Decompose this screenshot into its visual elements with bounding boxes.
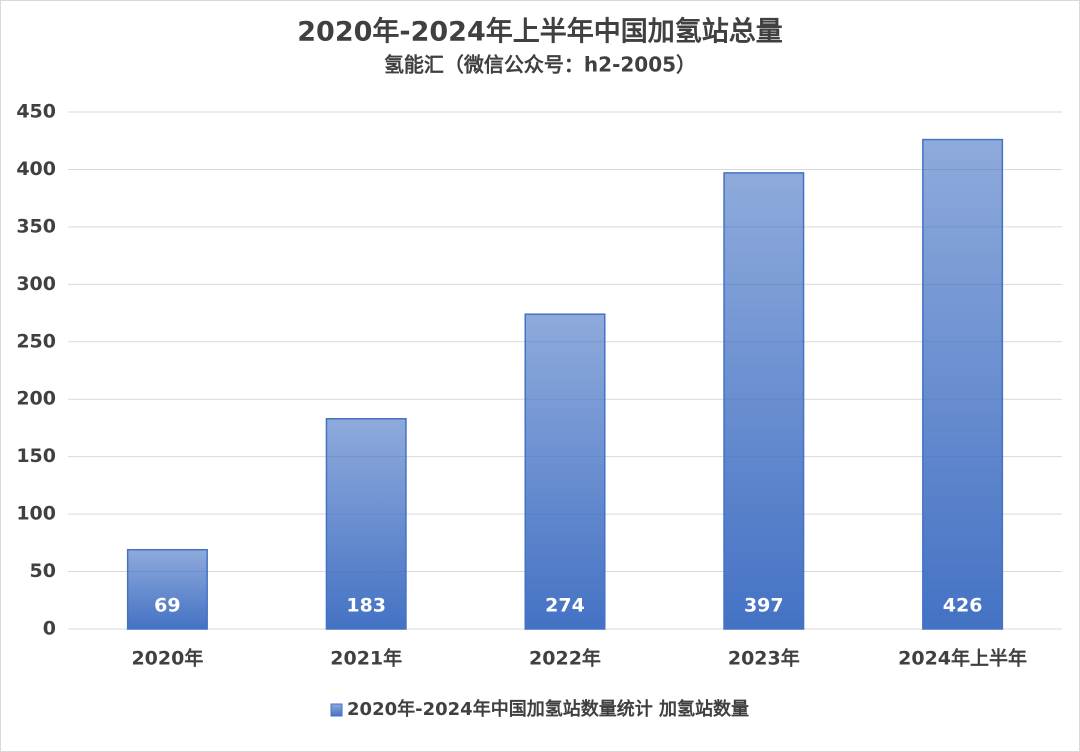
bar: [325, 418, 407, 630]
x-tick-label: 2020年: [131, 647, 203, 670]
bar: [922, 138, 1004, 630]
data-label: 426: [943, 595, 983, 617]
x-tick-label: 2024年上半年: [898, 647, 1027, 670]
bar: [524, 313, 606, 630]
chart-subtitle: 氢能汇（微信公众号：h2-2005）: [384, 53, 696, 77]
x-tick-label: 2023年: [728, 647, 800, 670]
y-tick-label: 300: [16, 273, 56, 295]
y-tick-label: 200: [16, 388, 56, 410]
bar: [126, 548, 208, 630]
data-label: 274: [545, 595, 585, 617]
bar: [723, 172, 805, 630]
y-tick-label: 250: [16, 330, 56, 352]
y-tick-label: 0: [43, 618, 56, 640]
y-tick-label: 450: [16, 101, 56, 123]
y-tick-label: 150: [16, 445, 56, 467]
x-tick-label: 2022年: [529, 647, 601, 670]
legend-label: 2020年-2024年中国加氢站数量统计 加氢站数量: [347, 698, 749, 720]
y-tick-label: 400: [16, 158, 56, 180]
y-tick-label: 50: [30, 560, 56, 582]
data-label: 397: [744, 595, 784, 617]
y-tick-label: 100: [16, 503, 56, 525]
y-tick-label: 350: [16, 215, 56, 237]
legend-swatch: [330, 703, 343, 717]
chart-title: 2020年-2024年上半年中国加氢站总量: [297, 16, 783, 48]
data-label: 69: [154, 595, 180, 617]
data-label: 183: [346, 595, 386, 617]
x-tick-label: 2021年: [330, 647, 402, 670]
